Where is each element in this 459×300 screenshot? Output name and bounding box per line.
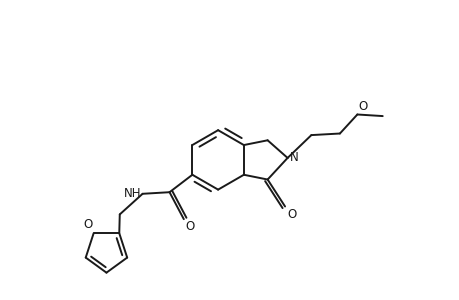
Text: NH: NH [124,187,141,200]
Text: O: O [185,220,195,233]
Text: O: O [286,208,296,221]
Text: O: O [83,218,92,231]
Text: N: N [289,152,298,164]
Text: O: O [358,100,367,112]
